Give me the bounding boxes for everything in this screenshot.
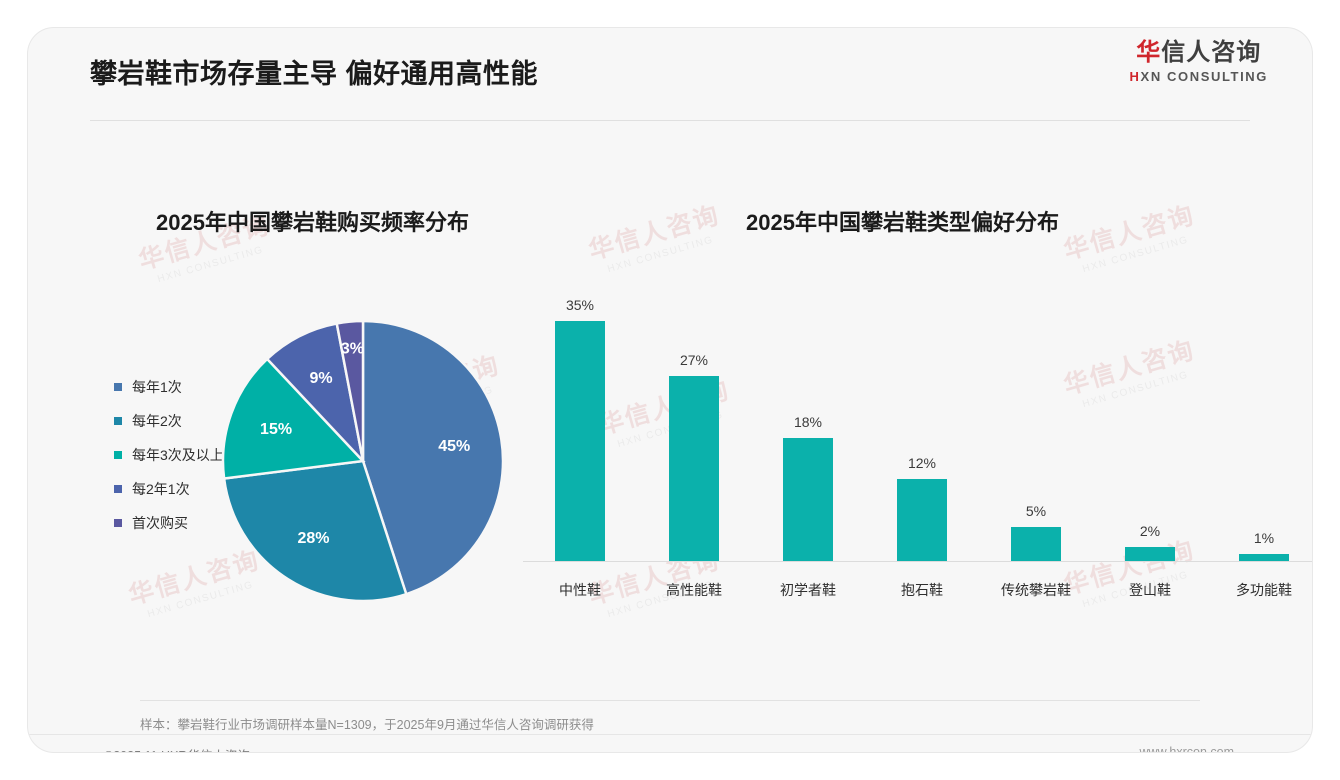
logo-chinese-rest: 信人咨询 — [1161, 39, 1262, 66]
logo-chinese-text: 华信人咨询 — [1130, 39, 1268, 66]
header-divider — [90, 120, 1250, 121]
watermark-en: HXN CONSULTING — [1081, 234, 1190, 276]
bar-rect[interactable] — [669, 375, 719, 561]
logo-accent-char: 华 — [1136, 39, 1162, 66]
pie-slice-value-label: 15% — [260, 421, 292, 438]
bar-rect[interactable] — [783, 437, 833, 561]
bar-baseline — [523, 561, 1312, 562]
legend-color-swatch — [114, 451, 122, 459]
bar-value-label: 35% — [565, 297, 595, 313]
legend-item[interactable]: 每年2次 — [114, 404, 264, 438]
pie-slice-value-label: 28% — [297, 530, 329, 547]
bar-category-label: 登山鞋 — [1129, 582, 1171, 598]
bar-chart-title: 2025年中国攀岩鞋类型偏好分布 — [746, 210, 1059, 235]
bar-value-label: 2% — [1139, 523, 1161, 540]
bar-value-label: 5% — [1025, 502, 1047, 519]
bar-rect[interactable] — [1011, 526, 1061, 561]
pie-slice[interactable] — [222, 459, 408, 603]
footnote-divider — [140, 700, 1200, 701]
bar-column[interactable]: 2% — [1093, 523, 1207, 561]
slide-header: 攀岩鞋市场存量主导 偏好通用高性能 华信人咨询 HXN CONSULTING — [28, 28, 1312, 121]
bar-column[interactable]: 12% — [865, 455, 979, 561]
bar-value-label: 18% — [793, 413, 823, 430]
pie-chart-title: 2025年中国攀岩鞋购买频率分布 — [156, 210, 469, 235]
watermark-cn: 华信人咨询 — [585, 201, 724, 266]
bar-rect[interactable] — [1239, 554, 1289, 561]
website-url: www.hxrcon.com — [1139, 745, 1234, 752]
legend-item-label: 首次购买 — [132, 515, 188, 531]
bar-chart: 35% 中性鞋 27% 高性能鞋 18% 初学者鞋 12% 抱石鞋 5% 传统攀岩鞋 2% 登山鞋 1%… — [523, 290, 1312, 600]
bar-category-label: 多功能鞋 — [1236, 582, 1292, 598]
bar-column[interactable]: 5% — [979, 503, 1093, 561]
bar-rect[interactable] — [555, 321, 605, 561]
footnote-text: 样本：攀岩鞋行业市场调研样本量N=1309，于2025年9月通过华信人咨询调研获… — [140, 718, 594, 732]
bar-column[interactable]: 1% — [1207, 530, 1312, 561]
logo-en-rest: XN CONSULTING — [1140, 69, 1268, 85]
pie-slice[interactable] — [221, 357, 366, 480]
watermark-cn: 华信人咨询 — [1060, 201, 1199, 266]
bar-rect[interactable] — [897, 478, 947, 561]
legend-item-label: 每2年1次 — [132, 481, 190, 497]
legend-item-label: 每年3次及以上 — [132, 447, 224, 463]
bar-category-label: 抱石鞋 — [901, 582, 943, 598]
pie-slice[interactable] — [265, 322, 366, 465]
bar-column[interactable]: 27% — [637, 352, 751, 561]
legend-color-swatch — [114, 383, 122, 391]
pie-slice-value-label: 9% — [309, 370, 332, 387]
logo-english-text: HXN CONSULTING — [1130, 69, 1268, 84]
pie-legend: 每年1次每年2次每年3次及以上 每2年1次首次购买 — [114, 370, 264, 540]
legend-item-label: 每年1次 — [132, 379, 182, 395]
pie-slice[interactable] — [335, 319, 365, 462]
pie-slice[interactable] — [361, 319, 505, 596]
bar-category-label: 传统攀岩鞋 — [1001, 582, 1071, 598]
copyright-text: ©2025.11 HXR华信人咨询 — [104, 745, 250, 752]
pie-chart: 45% 28% 15% 9% 3% — [221, 319, 505, 603]
legend-color-swatch — [114, 485, 122, 493]
pie-slice-value-label: 3% — [341, 341, 364, 358]
legend-item[interactable]: 每年1次 — [114, 370, 264, 404]
logo-en-accent: H — [1129, 69, 1141, 85]
watermark: 华信人咨询 HXN CONSULTING — [1059, 195, 1202, 278]
watermark-en: HXN CONSULTING — [606, 234, 715, 276]
watermark: 华信人咨询 HXN CONSULTING — [584, 195, 727, 278]
legend-item[interactable]: 每年3次及以上 — [114, 438, 264, 472]
legend-item[interactable]: 首次购买 — [114, 506, 264, 540]
bar-value-label: 27% — [679, 351, 709, 368]
bar-category-label: 高性能鞋 — [666, 582, 722, 598]
watermark-en: HXN CONSULTING — [156, 244, 265, 286]
bar-column[interactable]: 18% — [751, 414, 865, 561]
legend-color-swatch — [114, 417, 122, 425]
legend-color-swatch — [114, 519, 122, 527]
bar-column[interactable]: 35% — [523, 297, 637, 561]
page-title: 攀岩鞋市场存量主导 偏好通用高性能 — [90, 59, 539, 89]
bar-category-label: 中性鞋 — [559, 582, 601, 598]
bar-rect[interactable] — [1125, 547, 1175, 561]
legend-item[interactable]: 每2年1次 — [114, 472, 264, 506]
slide-card: 攀岩鞋市场存量主导 偏好通用高性能 华信人咨询 HXN CONSULTING 华… — [28, 28, 1312, 752]
pie-slice-value-label: 45% — [438, 438, 470, 455]
footer-divider — [28, 734, 1312, 735]
bar-value-label: 12% — [907, 454, 937, 471]
bar-category-label: 初学者鞋 — [780, 582, 836, 598]
brand-logo: 华信人咨询 HXN CONSULTING — [1130, 39, 1268, 84]
legend-item-label: 每年2次 — [132, 413, 182, 429]
bar-value-label: 1% — [1253, 530, 1275, 547]
